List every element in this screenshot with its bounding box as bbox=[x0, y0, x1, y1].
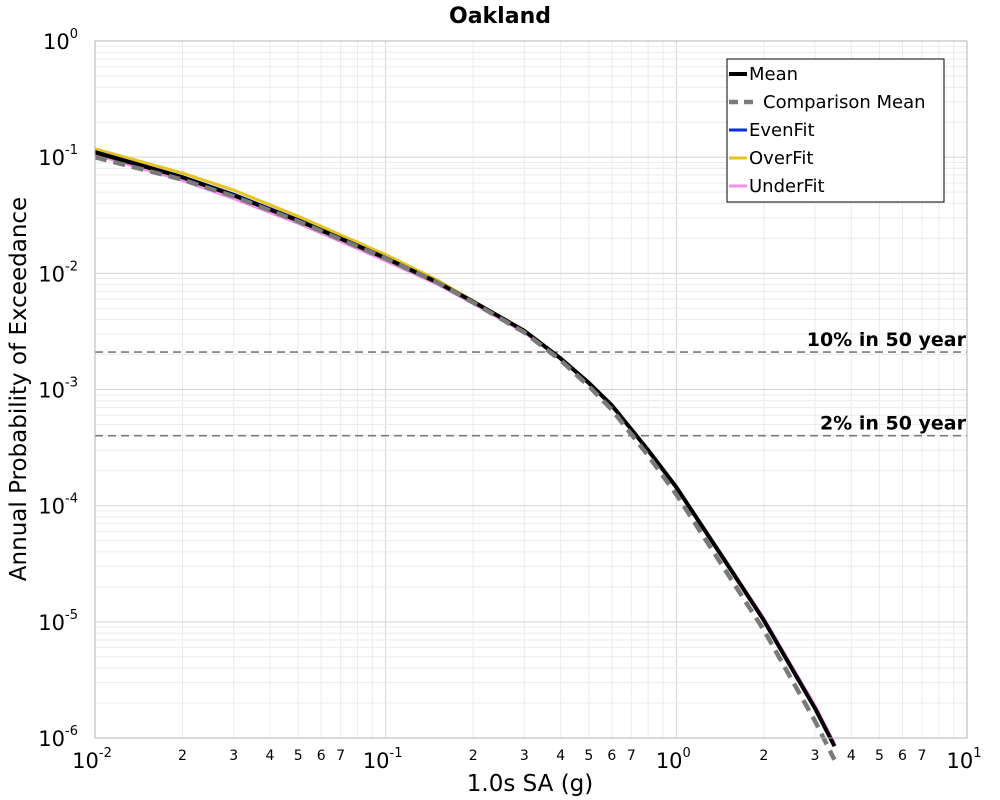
x-minor-tick-label: 6 bbox=[317, 748, 326, 764]
x-tick-exponent: 0 bbox=[683, 746, 691, 761]
x-tick-exponent: -2 bbox=[99, 746, 112, 761]
legend-label: Comparison Mean bbox=[763, 92, 926, 113]
y-tick-label: 10-4 bbox=[38, 492, 78, 519]
y-tick-label: 10-6 bbox=[38, 724, 78, 751]
y-tick-exponent: -4 bbox=[65, 492, 78, 507]
reference-line-label: 10% in 50 year bbox=[807, 329, 967, 351]
legend: Mean Comparison Mean EvenFit OverFit UnderFi… bbox=[726, 58, 945, 203]
x-minor-tick-label: 6 bbox=[898, 748, 907, 764]
x-minor-tick-label: 5 bbox=[294, 748, 303, 764]
x-minor-tick-label: 6 bbox=[607, 748, 616, 764]
x-minor-tick-label: 4 bbox=[556, 748, 565, 764]
x-minor-tick-label: 5 bbox=[875, 748, 884, 764]
y-tick-exponent: -3 bbox=[65, 376, 78, 391]
reference-line-label: 2% in 50 year bbox=[820, 413, 967, 435]
x-minor-tick-label: 2 bbox=[759, 748, 768, 764]
x-tick-base: 10 bbox=[656, 749, 683, 773]
y-tick-exponent: -6 bbox=[65, 724, 78, 739]
x-tick-base: 10 bbox=[946, 749, 973, 773]
y-tick-base: 10 bbox=[38, 495, 65, 519]
y-tick-base: 10 bbox=[38, 379, 65, 403]
y-tick-label: 10-5 bbox=[38, 608, 78, 635]
x-tick-base: 10 bbox=[72, 749, 99, 773]
series-line-comparison-mean bbox=[94, 154, 837, 761]
x-tick-base: 10 bbox=[363, 749, 390, 773]
y-tick-base: 10 bbox=[38, 611, 65, 635]
x-tick-label: 100 bbox=[656, 746, 691, 773]
x-minor-tick-label: 7 bbox=[918, 748, 927, 764]
x-axis-label: 1.0s SA (g) bbox=[467, 771, 594, 797]
y-tick-base: 10 bbox=[43, 30, 70, 54]
y-tick-label: 100 bbox=[43, 27, 78, 54]
x-tick-label: 101 bbox=[946, 746, 981, 773]
reference-lines: 10% in 50 year 2% in 50 year bbox=[95, 329, 967, 437]
y-tick-exponent: -2 bbox=[65, 259, 78, 274]
x-minor-tick-label: 3 bbox=[520, 748, 529, 764]
legend-label: Mean bbox=[749, 64, 798, 85]
x-minor-tick-label: 2 bbox=[469, 748, 478, 764]
y-axis-label: Annual Probability of Exceedance bbox=[6, 197, 32, 581]
legend-box bbox=[726, 58, 945, 203]
x-minor-tick-label: 3 bbox=[811, 748, 820, 764]
chart-title: Oakland bbox=[449, 4, 551, 29]
x-minor-tick-label: 2 bbox=[178, 748, 187, 764]
y-tick-exponent: -5 bbox=[65, 608, 78, 623]
x-minor-tick-label: 5 bbox=[584, 748, 593, 764]
plot-frame bbox=[94, 40, 968, 739]
legend-label: OverFit bbox=[749, 148, 813, 169]
y-tick-base: 10 bbox=[38, 146, 65, 170]
x-minor-tick-label: 4 bbox=[266, 748, 275, 764]
x-minor-tick-label: 4 bbox=[847, 748, 856, 764]
y-tick-label: 10-1 bbox=[38, 143, 78, 170]
x-tick-label: 10-1 bbox=[363, 746, 403, 773]
y-tick-label: 10-2 bbox=[38, 259, 78, 286]
y-tick-exponent: 0 bbox=[70, 27, 78, 42]
x-minor-tick-label: 7 bbox=[627, 748, 636, 764]
x-tick-label: 10-2 bbox=[72, 746, 112, 773]
y-tick-label: 10-3 bbox=[38, 376, 78, 403]
series-lines bbox=[94, 147, 837, 761]
legend-label: EvenFit bbox=[749, 120, 815, 141]
x-minor-tick-label: 7 bbox=[336, 748, 345, 764]
x-minor-tick-label: 3 bbox=[229, 748, 238, 764]
y-tick-exponent: -1 bbox=[65, 143, 78, 158]
y-tick-base: 10 bbox=[38, 727, 65, 751]
legend-label: UnderFit bbox=[749, 176, 825, 197]
x-tick-exponent: -1 bbox=[390, 746, 403, 761]
x-tick-exponent: 1 bbox=[973, 746, 981, 761]
y-tick-base: 10 bbox=[38, 262, 65, 286]
